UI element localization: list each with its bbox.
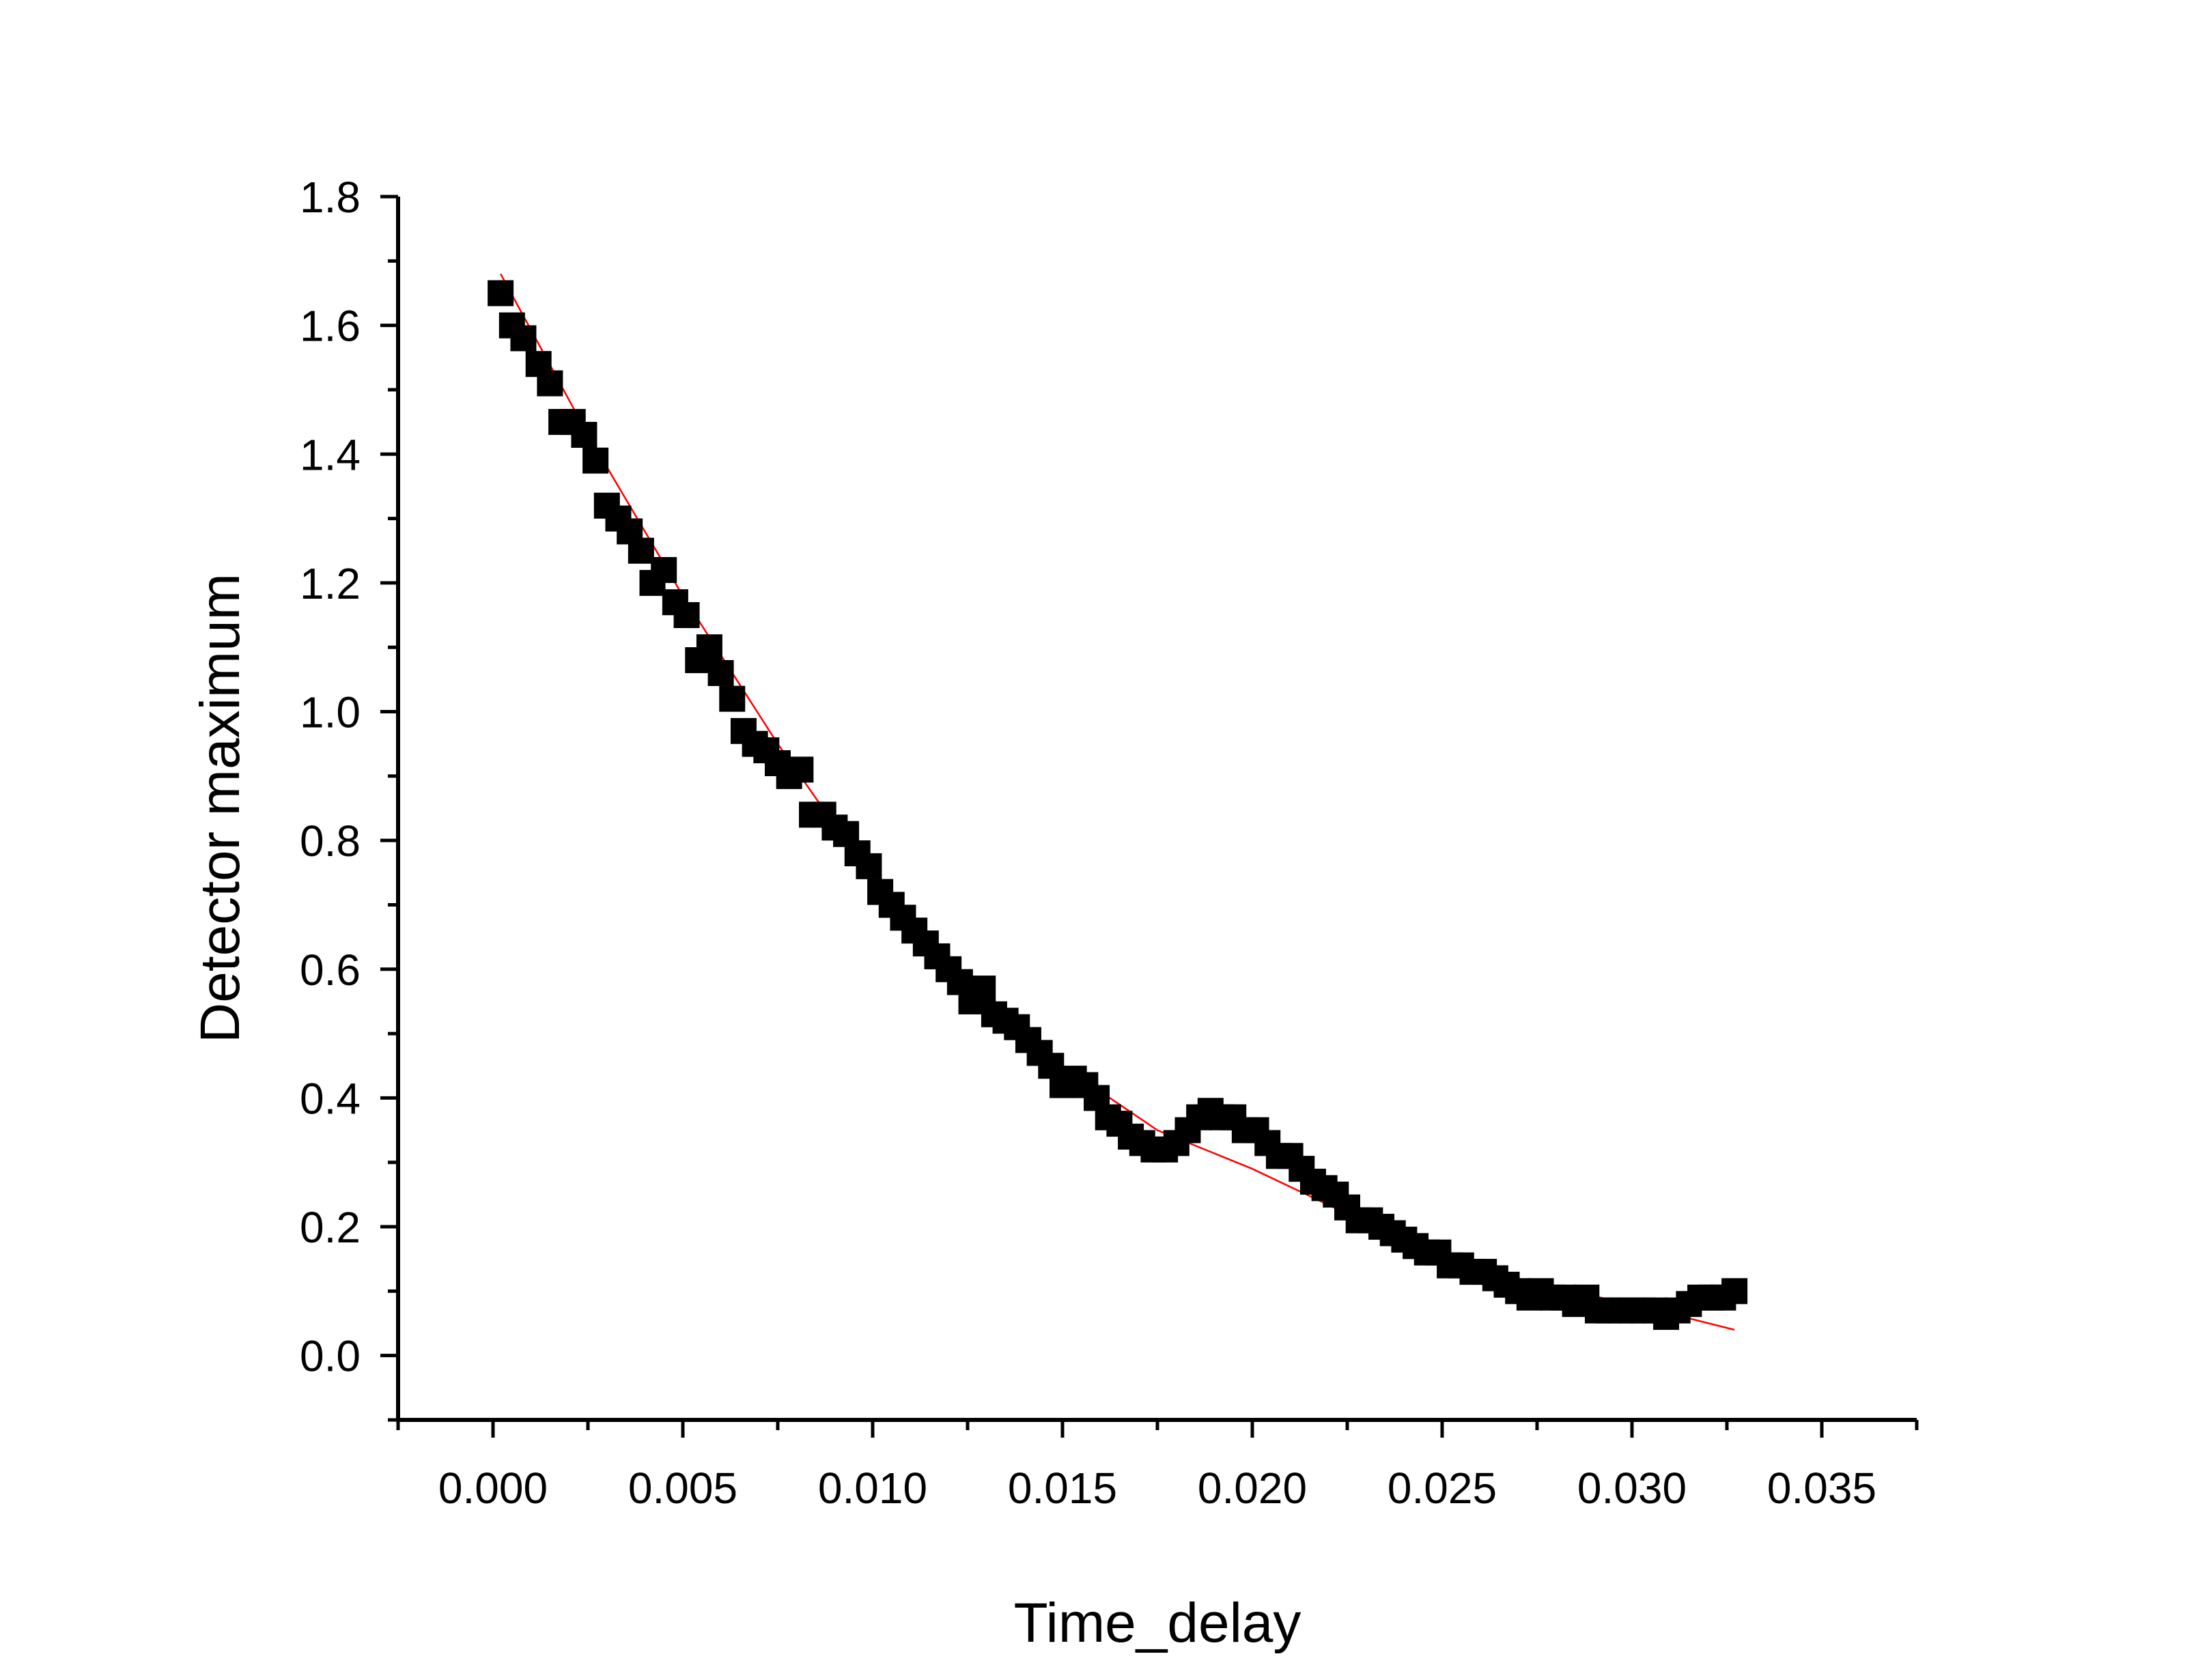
data-point	[582, 447, 609, 474]
y-tick-label: 1.2	[300, 559, 361, 608]
y-tick-label: 1.0	[300, 688, 361, 737]
ticks	[380, 195, 1919, 1438]
x-tick-label: 0.025	[1388, 1464, 1497, 1513]
y-tick-label: 1.8	[300, 173, 361, 222]
data-point	[571, 421, 597, 448]
x-tick-label: 0.005	[628, 1464, 737, 1513]
data-point	[856, 853, 882, 879]
fit-curve	[500, 273, 1735, 1331]
data-point	[787, 756, 814, 783]
y-tick-label: 0.8	[300, 816, 361, 866]
data-point	[707, 659, 734, 686]
data-point	[537, 370, 563, 397]
data-point	[696, 634, 722, 661]
y-tick-label: 0.6	[300, 945, 361, 995]
y-tick-label: 0.2	[300, 1203, 361, 1252]
fit-curve-group	[500, 273, 1735, 1331]
y-tick-label: 0.0	[300, 1332, 361, 1381]
y-axis-title: Detector maximum	[189, 573, 251, 1043]
x-tick-label: 0.020	[1198, 1464, 1307, 1513]
x-tick-label: 0.035	[1767, 1464, 1876, 1513]
data-point	[673, 602, 700, 629]
data-point	[970, 976, 996, 1002]
x-tick-label: 0.015	[1008, 1464, 1117, 1513]
data-point	[1721, 1278, 1748, 1305]
data-point	[488, 280, 514, 307]
y-tick-label: 1.6	[300, 302, 361, 351]
x-tick-label: 0.030	[1577, 1464, 1687, 1513]
x-tick-label: 0.000	[438, 1464, 548, 1513]
data-points	[488, 280, 1748, 1330]
x-axis-title: Time_delay	[1014, 1592, 1301, 1654]
data-point	[719, 685, 746, 712]
tick-labels: 0.000 0.005 0.010 0.015 0.020 0.025 0.030 0.035…	[300, 173, 1876, 1513]
axes	[396, 197, 1917, 1422]
data-point	[651, 557, 677, 584]
x-tick-label: 0.010	[818, 1464, 927, 1513]
data-point	[628, 537, 654, 564]
y-tick-label: 0.4	[300, 1074, 361, 1123]
y-tick-label: 1.4	[300, 430, 361, 479]
data-point	[510, 325, 537, 352]
